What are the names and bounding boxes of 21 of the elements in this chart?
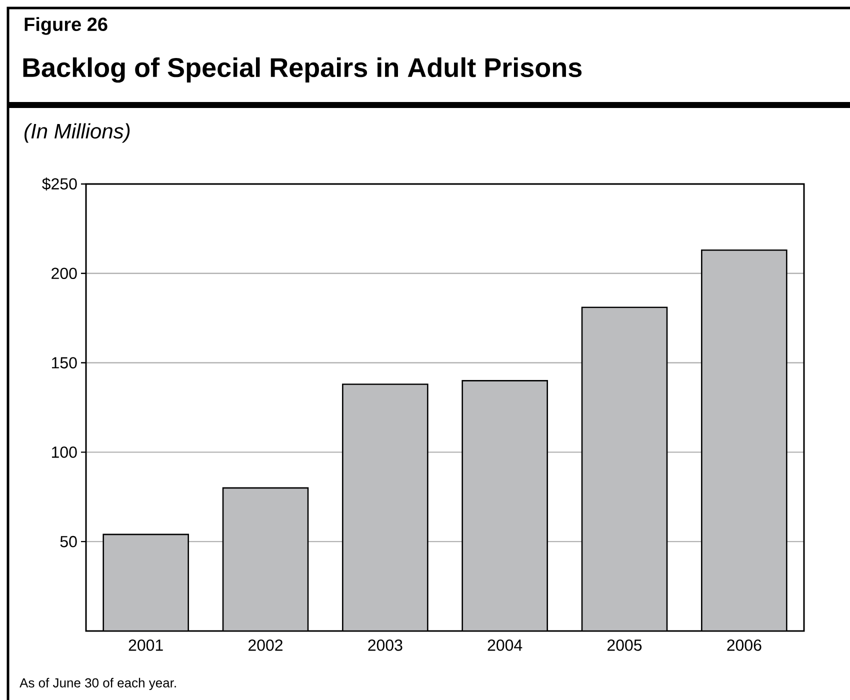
- x-tick-label: 2006: [727, 640, 762, 651]
- chart-title: Backlog of Special Repairs in Adult Prisons: [23, 57, 582, 83]
- bar: [223, 488, 308, 631]
- x-tick-label: 2002: [248, 640, 282, 651]
- chart-subtitle: (In Millions): [24, 123, 130, 143]
- bar: [582, 307, 667, 631]
- bar: [342, 384, 428, 631]
- x-tick-label: 2005: [608, 640, 642, 651]
- x-tick-label: 2001: [128, 640, 163, 651]
- x-tick-label: 2004: [488, 640, 522, 651]
- bar: [701, 249, 788, 631]
- bar: [462, 380, 548, 631]
- y-tick-label: 150: [52, 357, 77, 368]
- x-tick-label: 2003: [368, 640, 402, 651]
- y-tick-label: 200: [52, 268, 77, 280]
- y-tick-label: 50: [60, 536, 77, 548]
- text: As of June 30 of each year.: [20, 678, 176, 690]
- bar: [103, 534, 188, 631]
- y-tick-label: 100: [52, 446, 77, 458]
- caption: Figure 26: [24, 17, 108, 35]
- y-tick-label: $250: [42, 178, 77, 190]
